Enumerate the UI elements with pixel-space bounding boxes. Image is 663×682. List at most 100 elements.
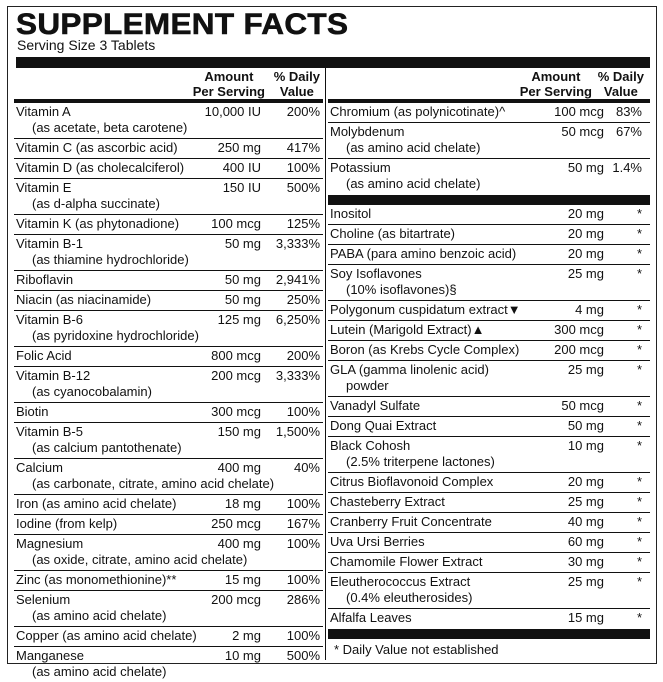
nutrient-name: Niacin (as niacinamide) <box>16 292 152 307</box>
nutrient-daily-value: 67% <box>615 124 642 139</box>
nutrient-row: Boron (as Krebs Cycle Complex) 200 mcg * <box>328 341 650 361</box>
nutrient-amount: 50 mg <box>224 236 261 251</box>
nutrient-daily-value: 200% <box>286 348 320 363</box>
nutrient-daily-value: * <box>636 362 642 377</box>
nutrient-amount: 400 mg <box>217 536 261 551</box>
nutrient-row: Dong Quai Extract 50 mg * <box>328 417 650 437</box>
nutrient-name: Vanadyl Sulfate <box>330 398 421 413</box>
nutrient-row: Chamomile Flower Extract 30 mg * <box>328 553 650 573</box>
dv-header-line1: % Daily <box>597 69 644 84</box>
nutrient-daily-value: 286% <box>286 592 320 607</box>
nutrient-source: (0.4% eleutherosides) <box>346 590 473 605</box>
nutrient-name: Cranberry Fruit Concentrate <box>330 514 492 529</box>
nutrient-name: GLA (gamma linolenic acid) <box>330 362 489 377</box>
right-column: Amount Per Serving % Daily Value Chromium … <box>328 68 650 658</box>
supplement-facts-panel <box>7 6 657 664</box>
nutrient-amount: 10 mg <box>567 438 604 453</box>
nutrient-name: Polygonum cuspidatum extract▼ <box>330 302 521 317</box>
nutrient-amount: 50 mcg <box>561 124 604 139</box>
amount-header: Amount Per Serving <box>193 69 265 99</box>
nutrient-daily-value: 3,333% <box>275 236 320 251</box>
nutrient-row: Biotin 300 mcg 100% <box>14 403 323 423</box>
nutrient-row: Lutein (Marigold Extract)▲ 300 mcg * <box>328 321 650 341</box>
nutrient-row: Black Cohosh (2.5% triterpene lactones) 10… <box>328 437 650 473</box>
nutrient-amount: 50 mg <box>224 292 261 307</box>
nutrient-row: Molybdenum (as amino acid chelate) 50 mcg 6… <box>328 123 650 159</box>
nutrient-name: Molybdenum <box>330 124 405 139</box>
nutrient-row: Chromium (as polynicotinate)^ 100 mcg 83% <box>328 103 650 123</box>
nutrient-daily-value: 100% <box>286 496 320 511</box>
amount-header-line1: Amount <box>204 69 254 84</box>
nutrient-source: (as amino acid chelate) <box>346 176 481 191</box>
dv-header: % Daily Value <box>598 69 644 99</box>
nutrient-row: Vanadyl Sulfate 50 mcg * <box>328 397 650 417</box>
nutrient-amount: 10 mg <box>224 648 261 663</box>
nutrient-amount: 125 mg <box>217 312 261 327</box>
nutrient-daily-value: 100% <box>286 572 320 587</box>
left-rows: Vitamin A (as acetate, beta carotene) 10,0… <box>14 103 323 682</box>
nutrient-daily-value: 250% <box>286 292 320 307</box>
nutrient-amount: 50 mg <box>567 160 604 175</box>
nutrient-name: Magnesium <box>16 536 84 551</box>
nutrient-name: Vitamin B-5 <box>16 424 83 439</box>
nutrient-amount: 15 mg <box>224 572 261 587</box>
nutrient-amount: 10,000 IU <box>204 104 261 119</box>
nutrient-daily-value: 100% <box>286 628 320 643</box>
nutrient-row: Soy Isoflavones (10% isoflavones)§ 25 mg * <box>328 265 650 301</box>
dv-header: % Daily Value <box>274 69 320 99</box>
nutrient-source: (as acetate, beta carotene) <box>32 120 188 135</box>
nutrient-amount: 18 mg <box>224 496 261 511</box>
nutrient-row: Iodine (from kelp) 250 mcg 167% <box>14 515 323 535</box>
nutrient-row: PABA (para amino benzoic acid) 20 mg * <box>328 245 650 265</box>
nutrient-amount: 150 mg <box>217 424 261 439</box>
nutrient-amount: 200 mcg <box>211 592 261 607</box>
column-divider <box>325 68 326 660</box>
right-rows-dv: Chromium (as polynicotinate)^ 100 mcg 83% M… <box>328 103 650 194</box>
nutrient-name: Vitamin B-6 <box>16 312 83 327</box>
nutrient-row: Choline (as bitartrate) 20 mg * <box>328 225 650 245</box>
nutrient-daily-value: * <box>636 342 642 357</box>
bottom-rule <box>328 629 650 639</box>
amount-header-line2: Per Serving <box>192 84 265 99</box>
nutrient-name: Vitamin B-12 <box>16 368 91 383</box>
nutrient-source: (as thiamine hydrochloride) <box>32 252 189 267</box>
nutrient-daily-value: * <box>636 246 642 261</box>
nutrient-source: (as carbonate, citrate, amino acid chela… <box>32 476 275 491</box>
nutrient-source: (as calcium pantothenate) <box>32 440 182 455</box>
nutrient-name: Chromium (as polynicotinate)^ <box>330 104 506 119</box>
nutrient-name: Copper (as amino acid chelate) <box>16 628 197 643</box>
nutrient-name: Vitamin C (as ascorbic acid) <box>16 140 178 155</box>
nutrient-row: Selenium (as amino acid chelate) 200 mcg 28… <box>14 591 323 627</box>
nutrient-row: Vitamin B-1 (as thiamine hydrochloride) 50… <box>14 235 323 271</box>
nutrient-name: Folic Acid <box>16 348 72 363</box>
nutrient-row: Niacin (as niacinamide) 50 mg 250% <box>14 291 323 311</box>
nutrient-name: Calcium <box>16 460 63 475</box>
panel-title: SUPPLEMENT FACTS <box>16 8 349 41</box>
amount-header: Amount Per Serving <box>520 69 592 99</box>
nutrient-name: Biotin <box>16 404 49 419</box>
nutrient-daily-value: * <box>636 226 642 241</box>
nutrient-name: Vitamin K (as phytonadione) <box>16 216 180 231</box>
nutrient-name: Vitamin B-1 <box>16 236 83 251</box>
nutrient-row: Vitamin K (as phytonadione) 100 mcg 125% <box>14 215 323 235</box>
nutrient-amount: 250 mcg <box>211 516 261 531</box>
nutrient-row: Inositol 20 mg * <box>328 205 650 225</box>
nutrient-source: (as amino acid chelate) <box>346 140 481 155</box>
nutrient-source: (as cyanocobalamin) <box>32 384 152 399</box>
nutrient-amount: 60 mg <box>567 534 604 549</box>
serving-size: Serving Size 3 Tablets <box>17 37 156 53</box>
nutrient-daily-value: * <box>636 534 642 549</box>
nutrient-daily-value: * <box>636 302 642 317</box>
nutrient-amount: 250 mg <box>217 140 261 155</box>
nutrient-row: Zinc (as monomethionine)** 15 mg 100% <box>14 571 323 591</box>
nutrient-amount: 30 mg <box>567 554 604 569</box>
top-rule <box>16 57 650 68</box>
nutrient-name: Black Cohosh <box>330 438 411 453</box>
dv-header-line1: % Daily <box>273 69 320 84</box>
nutrient-row: Vitamin A (as acetate, beta carotene) 10,0… <box>14 103 323 139</box>
column-header: Amount Per Serving % Daily Value <box>328 68 650 103</box>
nutrient-daily-value: * <box>636 474 642 489</box>
nutrient-name: Eleutherococcus Extract <box>330 574 471 589</box>
nutrient-amount: 150 IU <box>222 180 261 195</box>
nutrient-amount: 100 mcg <box>211 216 261 231</box>
